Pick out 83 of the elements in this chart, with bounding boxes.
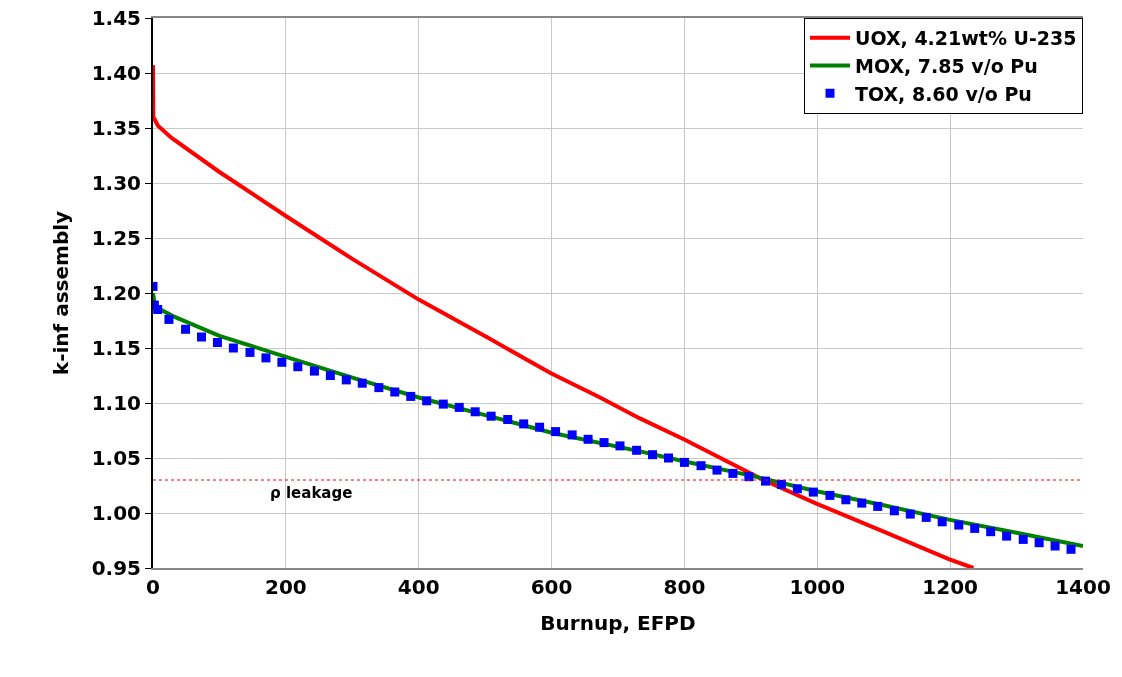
y-tick-label: 1.15 xyxy=(91,336,141,360)
point xyxy=(181,324,191,334)
point xyxy=(325,371,335,380)
point xyxy=(648,450,658,460)
legend-label: UOX, 4.21wt% U-235 xyxy=(855,27,1077,50)
point xyxy=(1018,534,1028,544)
point xyxy=(583,434,593,444)
point xyxy=(196,332,206,342)
y-tick-label: 1.10 xyxy=(91,391,141,415)
y-tick-label: 1.25 xyxy=(91,226,141,250)
point xyxy=(390,387,400,397)
point xyxy=(374,383,384,393)
point xyxy=(357,378,367,388)
legend-label: TOX, 8.60 v/o Pu xyxy=(855,82,1032,105)
point xyxy=(454,402,464,412)
point xyxy=(857,498,867,508)
point xyxy=(277,357,287,367)
point xyxy=(1066,544,1076,554)
point xyxy=(776,479,786,489)
point xyxy=(519,419,529,429)
point xyxy=(551,427,561,437)
point xyxy=(728,468,738,478)
point xyxy=(663,453,673,463)
y-tick-label: 1.05 xyxy=(91,446,141,470)
point xyxy=(986,527,996,537)
point xyxy=(341,375,351,385)
y-axis-title: k-inf assembly xyxy=(48,210,73,376)
point xyxy=(535,422,545,432)
point xyxy=(744,472,754,482)
legend-label: MOX, 7.85 v/o Pu xyxy=(855,54,1038,77)
point xyxy=(712,465,722,475)
point xyxy=(696,461,706,471)
point xyxy=(954,520,964,530)
point xyxy=(245,347,255,357)
y-tick-label: 0.95 xyxy=(91,556,141,580)
x-tick-label: 1400 xyxy=(1055,575,1111,599)
point xyxy=(841,495,851,505)
point xyxy=(792,484,802,494)
point xyxy=(406,391,416,401)
point xyxy=(438,399,448,409)
point xyxy=(309,366,319,376)
point xyxy=(212,338,222,347)
y-tick-label: 1.00 xyxy=(91,501,141,525)
point xyxy=(921,512,931,522)
point xyxy=(632,445,642,455)
point xyxy=(825,490,835,500)
point xyxy=(567,430,577,440)
ref-line-label: ρ leakage xyxy=(270,484,353,502)
point xyxy=(1034,538,1044,548)
y-tick-label: 1.45 xyxy=(91,6,141,30)
x-tick-label: 400 xyxy=(397,575,440,599)
x-tick-label: 800 xyxy=(663,575,706,599)
point xyxy=(293,362,303,372)
x-tick-label: 600 xyxy=(530,575,573,599)
point xyxy=(808,487,818,497)
point xyxy=(615,441,625,451)
point xyxy=(486,411,496,421)
x-tick-label: 1200 xyxy=(922,575,978,599)
x-tick-label: 1000 xyxy=(789,575,846,599)
point xyxy=(228,343,238,353)
point xyxy=(1002,531,1012,541)
point xyxy=(905,509,915,519)
y-tick-label: 1.20 xyxy=(91,281,141,305)
point xyxy=(889,506,899,516)
point xyxy=(261,353,271,363)
x-tick-label: 0 xyxy=(146,575,160,599)
point xyxy=(1050,541,1060,551)
point xyxy=(599,438,609,448)
y-tick-label: 1.40 xyxy=(91,61,141,85)
point xyxy=(760,476,770,486)
point xyxy=(937,517,947,527)
point xyxy=(503,415,513,424)
point xyxy=(422,396,432,406)
point xyxy=(470,407,480,417)
y-tick-label: 1.35 xyxy=(91,116,141,140)
point xyxy=(153,305,163,314)
point xyxy=(873,501,883,511)
x-tick-label: 200 xyxy=(264,575,307,599)
y-tick-label: 1.30 xyxy=(91,171,141,195)
x-axis-title: Burnup, EFPD xyxy=(540,611,696,635)
point xyxy=(970,523,980,533)
point xyxy=(679,457,689,467)
point xyxy=(164,314,174,324)
